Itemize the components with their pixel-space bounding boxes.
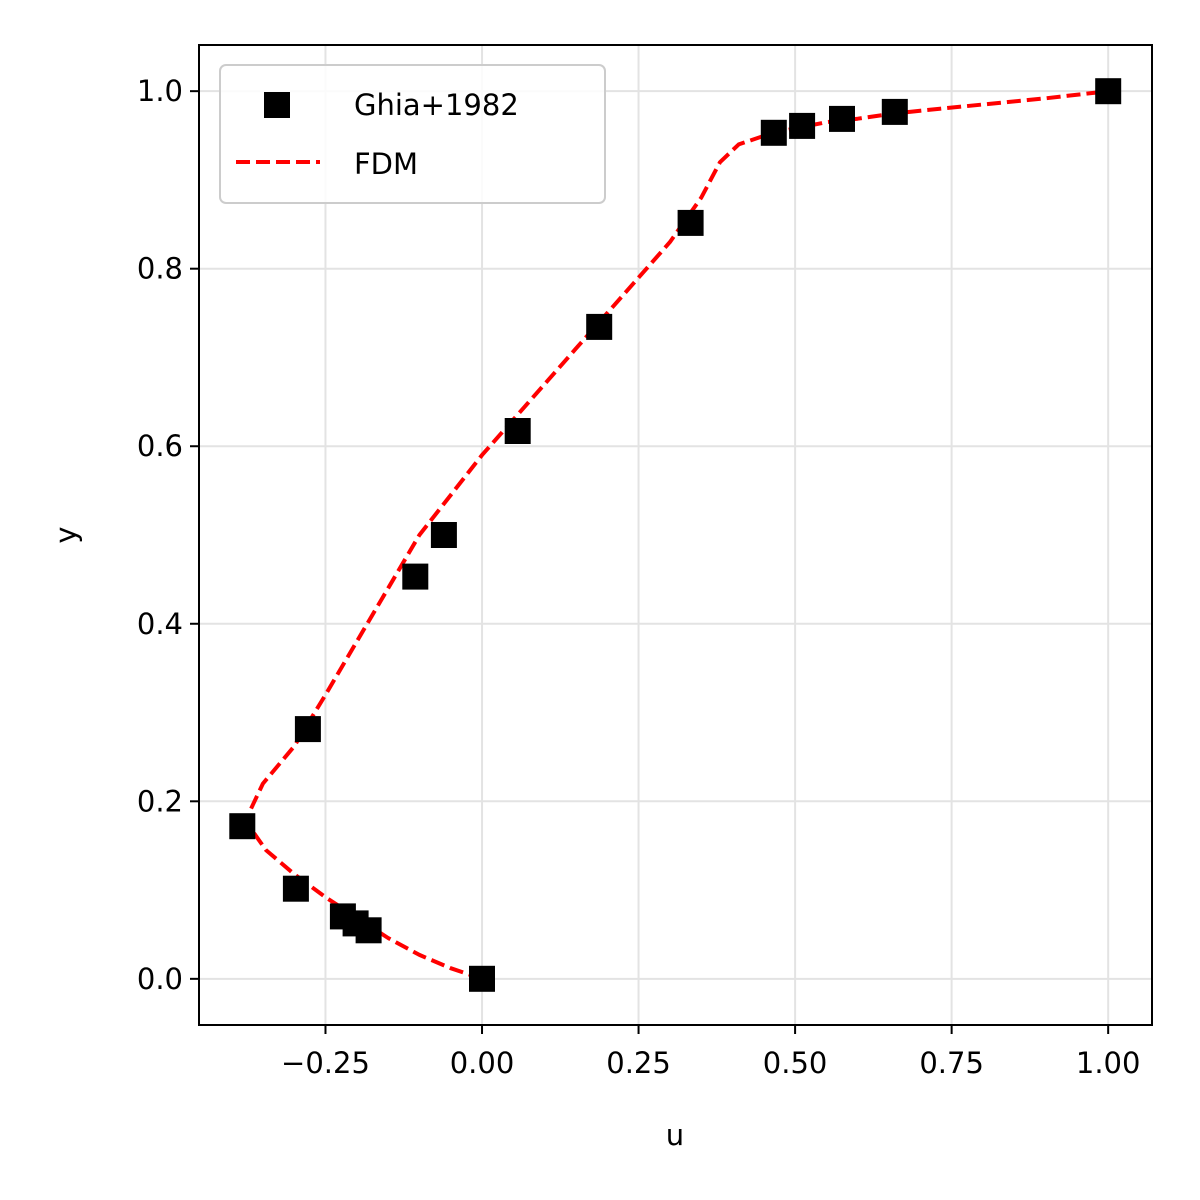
ghia-point — [355, 917, 382, 944]
legend: Ghia+1982 FDM — [219, 64, 606, 204]
legend-label-ghia: Ghia+1982 — [354, 88, 519, 122]
grid — [199, 45, 1152, 1025]
x-axis-ticks: −0.25 0.00 0.25 0.50 0.75 1.00 — [281, 1025, 1140, 1080]
ghia-point — [760, 119, 787, 146]
y-tick-label: 0.0 — [137, 962, 183, 996]
ghia-point — [469, 965, 495, 992]
ghia-point — [430, 522, 457, 548]
legend-box — [219, 64, 606, 204]
ghia-point — [229, 813, 256, 840]
ghia-point — [294, 716, 321, 743]
ghia-point — [402, 563, 429, 590]
x-tick-label: 0.50 — [763, 1046, 828, 1080]
plot-frame — [198, 44, 1153, 1026]
y-tick-label: 0.6 — [137, 429, 183, 463]
y-axis-ticks: 0.0 0.2 0.4 0.6 0.8 1.0 — [137, 74, 199, 996]
ghia-point — [282, 875, 309, 902]
x-tick-label: 1.00 — [1076, 1046, 1141, 1080]
x-tick-label: 0.75 — [919, 1046, 984, 1080]
y-tick-label: 0.4 — [137, 607, 183, 641]
y-tick-label: 1.0 — [137, 74, 183, 108]
ghia-point — [586, 313, 613, 340]
y-axis-label: y — [49, 526, 83, 543]
ghia-point — [829, 105, 855, 132]
x-tick-label: −0.25 — [281, 1046, 370, 1080]
x-tick-label: 0.00 — [450, 1046, 515, 1080]
y-tick-label: 0.2 — [137, 784, 183, 818]
ghia-point — [504, 418, 531, 444]
x-tick-label: 0.25 — [606, 1046, 671, 1080]
x-axis-label: u — [666, 1118, 684, 1152]
ghia-point — [881, 98, 908, 125]
y-tick-label: 0.8 — [137, 252, 183, 286]
ghia-series — [229, 78, 1122, 992]
legend-marker-ghia — [264, 92, 290, 118]
legend-label-fdm: FDM — [354, 147, 418, 181]
ghia-point — [789, 112, 816, 139]
ghia-point — [1095, 78, 1122, 105]
ghia-point — [677, 209, 704, 236]
